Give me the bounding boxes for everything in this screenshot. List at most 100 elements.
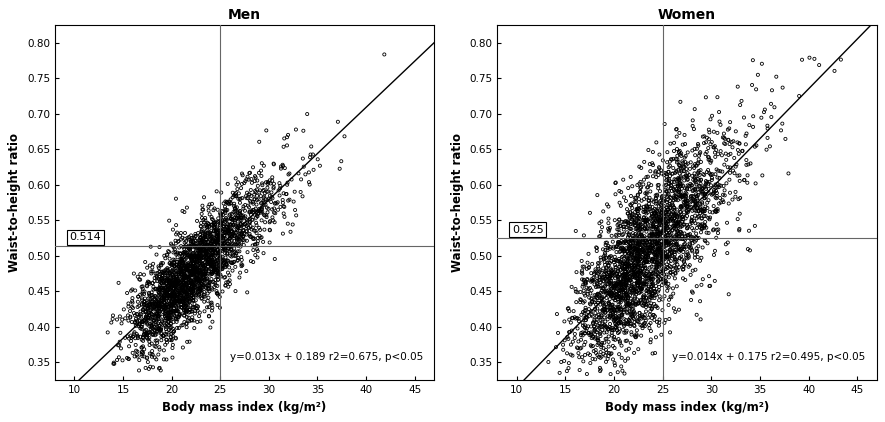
Point (689, 192, 704, 199)
Point (590, 281, 604, 288)
Point (204, 200, 219, 207)
Point (609, 179, 623, 186)
Point (625, 303, 639, 310)
Point (227, 245, 242, 252)
Point (689, 201, 703, 208)
Point (121, 317, 135, 324)
Point (169, 276, 183, 283)
Point (593, 368, 607, 374)
Point (175, 274, 189, 281)
Point (155, 319, 169, 325)
Point (213, 253, 227, 260)
Point (667, 249, 681, 255)
Point (629, 248, 643, 255)
Point (169, 315, 183, 322)
Point (650, 213, 664, 219)
Point (619, 260, 633, 267)
Point (229, 181, 243, 188)
Point (207, 219, 221, 226)
Point (193, 251, 207, 258)
Point (625, 279, 639, 286)
Point (173, 279, 187, 286)
Point (584, 329, 598, 336)
Point (654, 263, 668, 270)
Point (668, 249, 682, 255)
Point (191, 278, 205, 285)
Point (153, 299, 167, 306)
Point (213, 271, 227, 278)
Point (223, 225, 237, 232)
Point (665, 245, 679, 252)
Point (187, 263, 201, 270)
Point (165, 268, 180, 275)
Point (150, 311, 164, 318)
Point (663, 204, 677, 211)
Point (258, 196, 273, 203)
Point (231, 212, 245, 219)
Point (626, 299, 640, 306)
Point (225, 220, 239, 227)
Point (674, 192, 689, 199)
Point (581, 259, 595, 266)
Point (652, 222, 666, 229)
Point (646, 213, 660, 219)
Point (765, 114, 779, 120)
Point (660, 254, 674, 260)
Point (668, 270, 682, 277)
Point (648, 238, 662, 244)
Point (287, 198, 301, 205)
Point (635, 235, 650, 242)
Point (666, 222, 680, 229)
Point (604, 292, 618, 299)
Point (176, 259, 190, 265)
Point (626, 221, 640, 228)
Point (212, 222, 227, 229)
Point (633, 284, 647, 291)
Point (691, 170, 705, 177)
Point (150, 294, 164, 301)
Point (198, 271, 212, 278)
Point (679, 172, 693, 179)
Point (704, 170, 718, 177)
Point (639, 217, 653, 224)
Point (635, 237, 650, 244)
Point (161, 315, 175, 322)
Point (168, 295, 182, 302)
Point (688, 199, 702, 206)
Point (590, 305, 604, 312)
Point (126, 295, 140, 302)
Point (636, 217, 650, 224)
Point (670, 156, 684, 162)
Point (706, 203, 720, 209)
Point (626, 297, 640, 304)
Point (165, 271, 180, 278)
Point (616, 246, 630, 253)
Point (234, 220, 248, 227)
Point (650, 248, 665, 255)
Point (183, 287, 197, 294)
Point (640, 274, 654, 281)
Point (604, 315, 619, 322)
Point (703, 129, 717, 136)
Point (205, 279, 219, 285)
Point (612, 271, 627, 278)
Point (591, 337, 605, 344)
Point (179, 303, 193, 309)
Point (128, 341, 142, 348)
Point (223, 252, 237, 259)
Point (662, 296, 676, 303)
Point (199, 247, 213, 254)
Point (629, 268, 643, 275)
Point (187, 242, 201, 249)
Point (723, 164, 737, 171)
Point (665, 170, 679, 177)
Point (247, 235, 261, 242)
Point (590, 278, 604, 284)
Point (190, 307, 204, 314)
Point (673, 179, 687, 186)
Point (667, 222, 681, 229)
Point (673, 183, 687, 190)
Point (572, 350, 586, 357)
Point (206, 269, 220, 276)
Point (638, 272, 652, 279)
